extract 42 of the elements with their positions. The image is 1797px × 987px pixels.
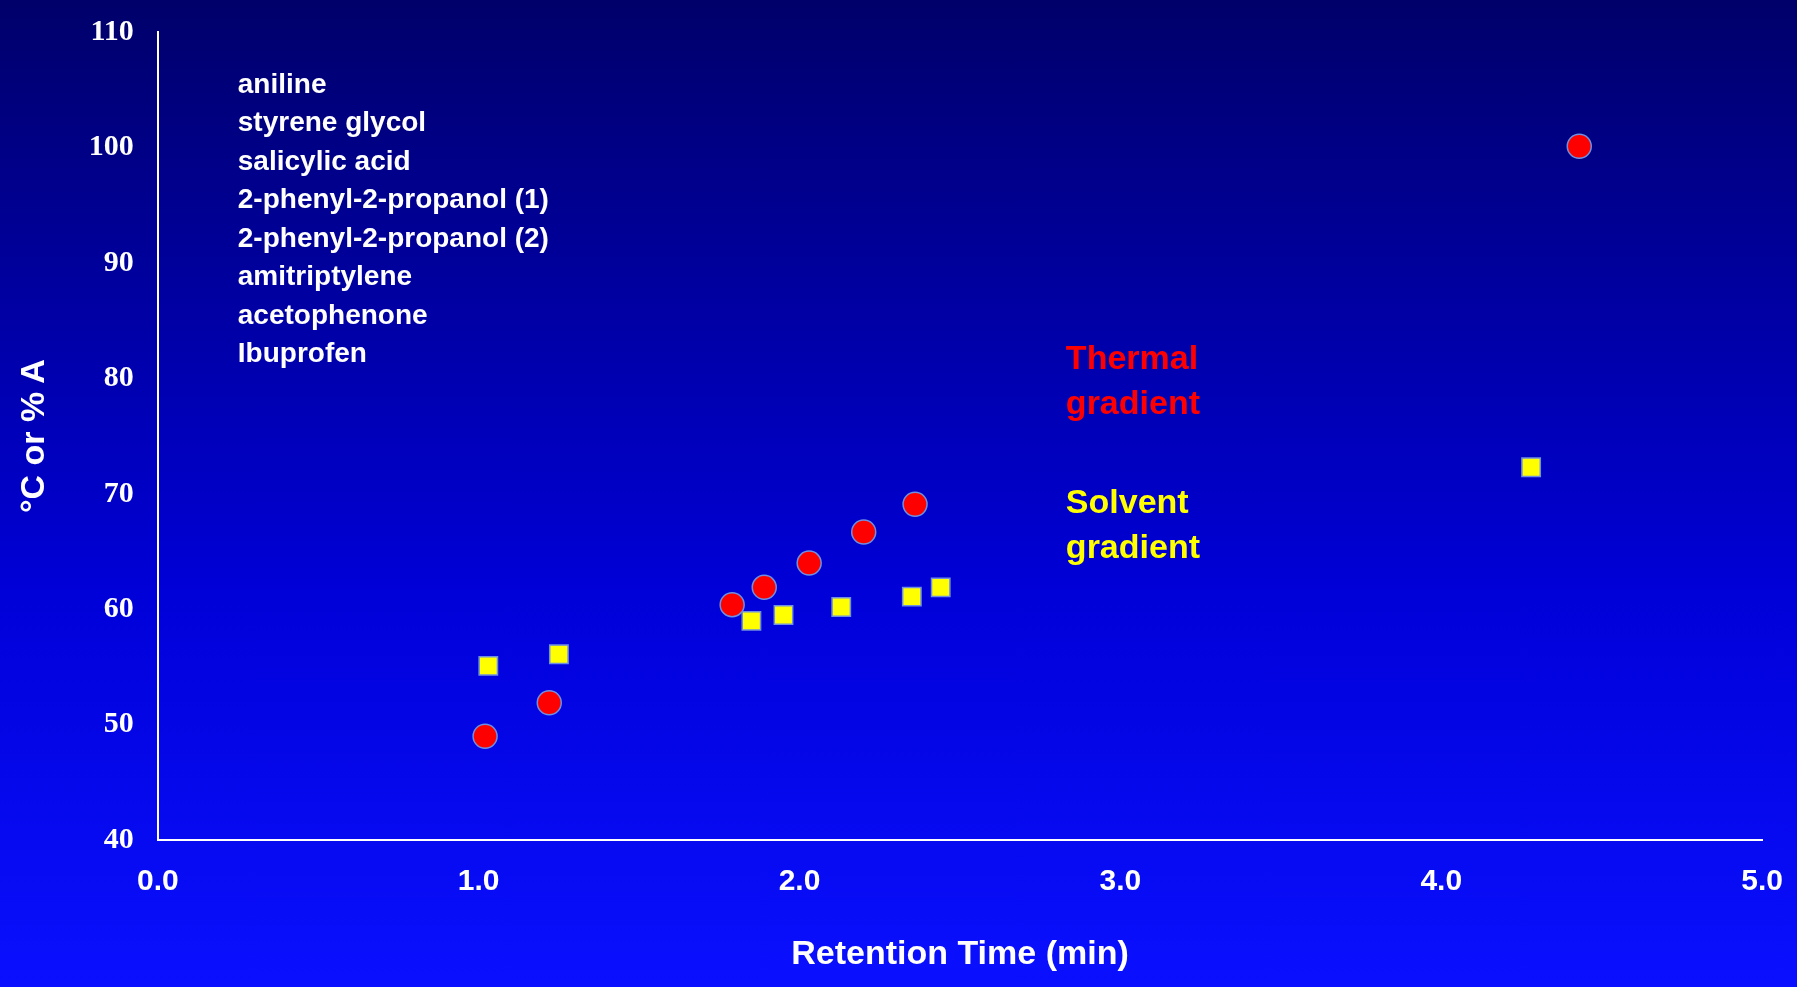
y-tick-label: 40 [103,820,134,854]
point [930,577,951,598]
point [478,655,499,676]
y-tick-label: 80 [103,359,134,393]
text: Solvent gradient [1065,482,1200,566]
annotation: 2-phenyl-2-propanol (1) [237,183,549,215]
x-tick-label: 5.0 [1741,863,1784,897]
point [902,491,928,517]
annotation: amitriptylene [237,260,413,292]
point [536,690,563,716]
point [472,723,498,750]
annotation: acetophenone [237,298,428,330]
point [901,586,922,607]
x-axis-title: Retention Time (min) [791,932,1129,971]
y-tick-label: 110 [90,12,134,46]
annotation: aniline [237,67,327,99]
text: Thermal gradient [1065,337,1200,421]
x-tick-label: 4.0 [1420,863,1463,897]
annotation: styrene glycol [237,106,427,138]
annotation: Ibuprofen [237,337,367,369]
point [719,591,745,618]
y-tick-label: 70 [103,474,134,508]
x-tick-label: 2.0 [778,863,821,897]
point [1566,133,1592,160]
point [741,610,762,631]
y-tick-label: 60 [103,590,134,624]
y-axis-title: °C or % A [12,359,51,514]
x-tick-label: 0.0 [136,863,179,897]
point [850,519,877,545]
point [831,597,852,617]
y-tick-label: 50 [103,705,134,739]
y-tick-label: 100 [88,128,134,162]
point [548,644,569,665]
point [773,605,794,625]
x-tick-label: 3.0 [1099,863,1142,897]
point [1521,457,1542,478]
x-tick-label: 1.0 [457,863,500,897]
annotation: salicylic acid [237,144,411,176]
point [796,550,822,576]
y-tick-label: 90 [103,243,134,277]
annotation: 2-phenyl-2-propanol (2) [237,221,549,253]
point [751,574,777,601]
